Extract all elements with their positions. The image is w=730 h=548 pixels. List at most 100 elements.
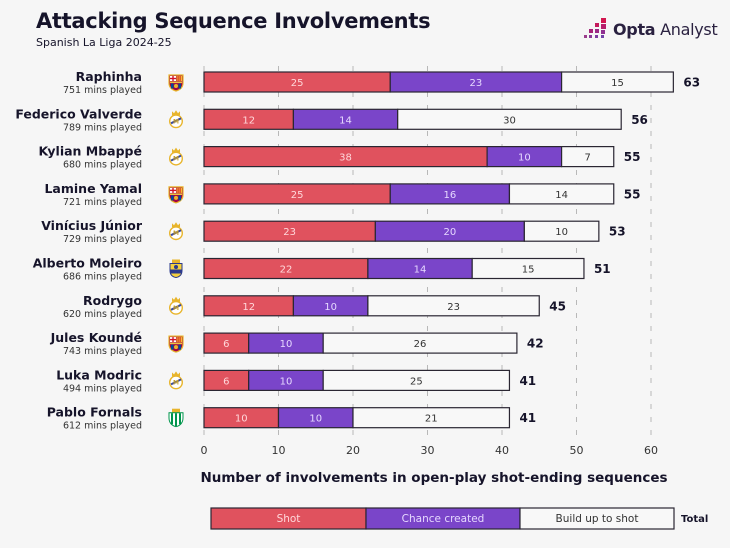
total-value-label: 41 bbox=[519, 374, 536, 388]
minutes-played: 743 mins played bbox=[63, 346, 142, 357]
total-value-label: 53 bbox=[609, 225, 626, 239]
x-tick-label: 50 bbox=[570, 444, 584, 457]
real-madrid-crest-icon bbox=[168, 109, 184, 129]
segment-value-label: 26 bbox=[414, 339, 427, 350]
bar-segment-build-up-to-shot bbox=[560, 71, 674, 93]
minutes-played: 789 mins played bbox=[63, 122, 142, 133]
segment-value-label: 25 bbox=[291, 78, 304, 89]
segment-value-label: 23 bbox=[447, 302, 460, 313]
segment-value-label: 30 bbox=[503, 115, 516, 126]
total-value-label: 56 bbox=[631, 113, 648, 127]
player-name: Raphinha bbox=[76, 69, 142, 84]
bar-segment-build-up-to-shot bbox=[322, 369, 511, 391]
segment-value-label: 12 bbox=[242, 115, 255, 126]
brand-bold: Opta bbox=[613, 19, 656, 39]
segment-value-label: 21 bbox=[425, 414, 438, 425]
segment-value-label: 10 bbox=[518, 153, 531, 164]
x-tick-label: 40 bbox=[495, 444, 509, 457]
segment-value-label: 12 bbox=[242, 302, 255, 313]
minutes-played: 721 mins played bbox=[63, 197, 142, 208]
bar-segment-build-up-to-shot bbox=[471, 257, 585, 280]
x-tick-label: 60 bbox=[644, 444, 658, 457]
real-madrid-crest-icon bbox=[168, 370, 184, 390]
player-name: Vinícius Júnior bbox=[41, 218, 143, 233]
segment-value-label: 10 bbox=[555, 227, 568, 238]
chart-subtitle: Spanish La Liga 2024-25 bbox=[36, 36, 172, 49]
segment-value-label: 14 bbox=[555, 190, 568, 201]
player-name: Federico Valverde bbox=[15, 106, 142, 121]
total-value-label: 55 bbox=[624, 187, 641, 201]
brand-name: Opta Analyst bbox=[613, 19, 718, 39]
x-tick-label: 30 bbox=[421, 444, 435, 457]
segment-value-label: 10 bbox=[235, 414, 248, 425]
segment-value-label: 23 bbox=[470, 78, 483, 89]
total-value-label: 42 bbox=[527, 337, 544, 351]
segment-value-label: 15 bbox=[611, 78, 624, 89]
total-value-label: 63 bbox=[683, 76, 700, 90]
legend: Shot Chance created Build up to shot Total bbox=[210, 507, 708, 530]
segment-value-label: 38 bbox=[339, 153, 352, 164]
player-name: Jules Koundé bbox=[50, 330, 142, 345]
legend-total-label: Total bbox=[681, 514, 708, 525]
player-name: Alberto Moleiro bbox=[33, 256, 143, 271]
x-tick-label: 20 bbox=[346, 444, 360, 457]
minutes-played: 686 mins played bbox=[63, 272, 142, 283]
legend-label: Build up to shot bbox=[556, 513, 639, 525]
player-name: Lamine Yamal bbox=[44, 181, 142, 196]
minutes-played: 751 mins played bbox=[63, 85, 142, 96]
barcelona-crest-icon bbox=[168, 186, 184, 204]
minutes-played: 620 mins played bbox=[63, 309, 142, 320]
opta-analyst-logo: Opta Analyst bbox=[584, 16, 718, 42]
legend-label: Shot bbox=[277, 513, 301, 525]
barcelona-crest-icon bbox=[168, 74, 184, 92]
legend-label: Chance created bbox=[402, 513, 485, 525]
bar-segment-build-up-to-shot bbox=[523, 220, 600, 242]
bar-segment-build-up-to-shot bbox=[560, 146, 615, 168]
x-tick-label: 10 bbox=[272, 444, 286, 457]
x-axis-title: Number of involvements in open-play shot… bbox=[200, 470, 667, 486]
barcelona-crest-icon bbox=[168, 335, 184, 353]
player-name: Kylian Mbappé bbox=[39, 144, 143, 159]
bar-segment-build-up-to-shot bbox=[352, 407, 511, 429]
opta-pixel-logo-icon bbox=[584, 18, 606, 38]
las-palmas-crest-icon bbox=[169, 259, 183, 278]
bar-segment-build-up-to-shot bbox=[508, 183, 615, 205]
segment-value-label: 23 bbox=[283, 227, 296, 238]
real-madrid-crest-icon bbox=[168, 295, 184, 316]
chart-title: Attacking Sequence Involvements bbox=[36, 9, 431, 33]
player-name: Luka Modric bbox=[56, 367, 142, 382]
real-madrid-crest-icon bbox=[168, 221, 184, 241]
segment-value-label: 22 bbox=[280, 265, 293, 276]
total-value-label: 45 bbox=[549, 299, 566, 313]
total-value-label: 51 bbox=[594, 262, 611, 276]
total-value-label: 41 bbox=[519, 411, 536, 425]
segment-value-label: 7 bbox=[584, 153, 590, 164]
segment-value-label: 15 bbox=[522, 265, 535, 276]
segment-value-label: 20 bbox=[443, 227, 456, 238]
segment-value-label: 6 bbox=[223, 376, 229, 387]
segment-value-label: 16 bbox=[443, 190, 456, 201]
segment-value-label: 25 bbox=[291, 190, 304, 201]
bar-segment-build-up-to-shot bbox=[322, 332, 518, 354]
minutes-played: 680 mins played bbox=[63, 160, 142, 171]
real-madrid-crest-icon bbox=[168, 146, 184, 166]
segment-value-label: 14 bbox=[414, 265, 427, 276]
player-name: Rodrygo bbox=[83, 293, 142, 308]
segment-value-label: 14 bbox=[339, 115, 352, 126]
bar-segment-build-up-to-shot bbox=[367, 295, 540, 317]
segment-value-label: 10 bbox=[280, 376, 293, 387]
grid-lines bbox=[203, 66, 652, 438]
segment-value-label: 10 bbox=[280, 339, 293, 350]
total-value-label: 55 bbox=[624, 150, 641, 164]
minutes-played: 612 mins played bbox=[63, 421, 142, 432]
